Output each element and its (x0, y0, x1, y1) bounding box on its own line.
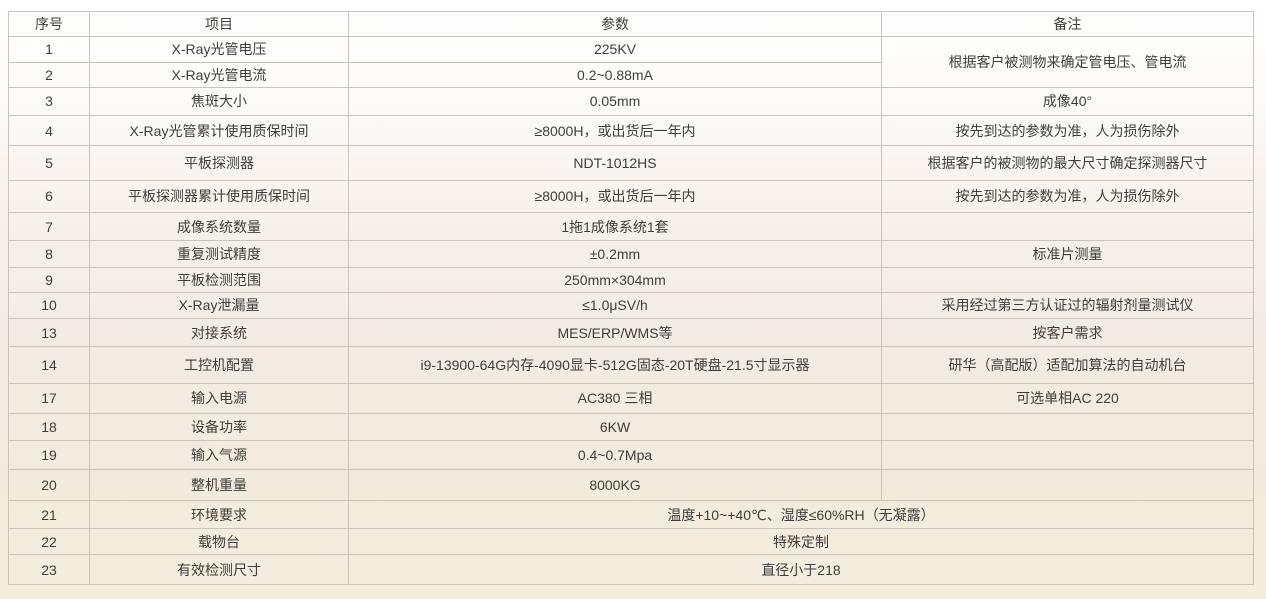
row-param-cell: 1拖1成像系统1套 (348, 212, 882, 242)
row-remark-cell (881, 266, 1254, 293)
row-no-cell: 3 (8, 86, 90, 117)
row-item-cell: X-Ray光管累计使用质保时间 (89, 115, 349, 147)
row-no-cell: 19 (8, 440, 90, 470)
spec-table-container: 序号 项目 参数 备注 1 X-Ray光管电压 225KV 根据客户被测物来确定… (8, 10, 1254, 585)
row-item-cell: 有效检测尺寸 (89, 554, 349, 585)
row-remark-cell: 根据客户被测物来确定管电压、管电流 (881, 36, 1254, 88)
row-param-cell: 8000KG (348, 468, 882, 501)
table-row: 20 整机重量 8000KG (8, 468, 1254, 501)
row-param-full-cell: 特殊定制 (348, 528, 1254, 556)
row-remark-cell: 按先到达的参数为准，人为损伤除外 (881, 115, 1254, 147)
row-no-cell: 2 (8, 61, 90, 88)
row-item-cell: X-Ray泄漏量 (89, 291, 349, 320)
row-param-cell: ±0.2mm (348, 240, 882, 268)
row-remark-cell: 研华（高配版）适配加算法的自动机台 (881, 346, 1254, 384)
row-remark-cell (881, 468, 1254, 501)
row-item-cell: X-Ray光管电压 (89, 36, 349, 63)
row-param-cell: MES/ERP/WMS等 (348, 318, 882, 348)
row-item-cell: 重复测试精度 (89, 240, 349, 268)
table-row: 9 平板检测范围 250mm×304mm (8, 266, 1254, 293)
row-no-cell: 7 (8, 212, 90, 242)
table-row: 4 X-Ray光管累计使用质保时间 ≥8000H，或出货后一年内 按先到达的参数… (8, 115, 1254, 147)
row-item-cell: 输入气源 (89, 440, 349, 470)
row-no-cell: 17 (8, 382, 90, 415)
row-remark-cell: 根据客户的被测物的最大尺寸确定探测器尺寸 (881, 145, 1254, 181)
header-row: 序号 项目 参数 备注 (8, 10, 1254, 38)
table-row: 14 工控机配置 i9-13900-64G内存-4090显卡-512G固态-20… (8, 346, 1254, 384)
table-row: 22 载物台 特殊定制 (8, 528, 1254, 556)
table-row: 1 X-Ray光管电压 225KV 根据客户被测物来确定管电压、管电流 (8, 36, 1254, 88)
table-row: 6 平板探测器累计使用质保时间 ≥8000H，或出货后一年内 按先到达的参数为准… (8, 179, 1254, 214)
row-no-cell: 21 (8, 499, 90, 530)
row-param-cell: AC380 三相 (348, 382, 882, 415)
row-param-cell: NDT-1012HS (348, 145, 882, 181)
row-param-cell: ≥8000H，或出货后一年内 (348, 179, 882, 214)
table-row: 10 X-Ray泄漏量 ≤1.0μSV/h 采用经过第三方认证过的辐射剂量测试仪 (8, 291, 1254, 320)
table-row: 19 输入气源 0.4~0.7Mpa (8, 440, 1254, 470)
row-no-cell: 6 (8, 179, 90, 214)
table-row: 5 平板探测器 NDT-1012HS 根据客户的被测物的最大尺寸确定探测器尺寸 (8, 145, 1254, 181)
spec-table: 序号 项目 参数 备注 1 X-Ray光管电压 225KV 根据客户被测物来确定… (8, 10, 1254, 585)
table-row: 2 X-Ray光管电流 0.2~0.88mA (8, 61, 1254, 88)
row-param-full-cell: 温度+10~+40℃、湿度≤60%RH（无凝露） (348, 499, 1254, 530)
row-param-cell: ≥8000H，或出货后一年内 (348, 115, 882, 147)
row-remark-cell: 可选单相AC 220 (881, 382, 1254, 415)
header-remark: 备注 (881, 10, 1254, 38)
row-param-cell: 250mm×304mm (348, 266, 882, 293)
row-item-cell: 平板探测器累计使用质保时间 (89, 179, 349, 214)
row-param-cell: 0.2~0.88mA (348, 61, 882, 88)
row-item-cell: 焦斑大小 (89, 86, 349, 117)
row-no-cell: 8 (8, 240, 90, 268)
row-item-cell: 平板检测范围 (89, 266, 349, 293)
row-no-cell: 9 (8, 266, 90, 293)
row-no-cell: 14 (8, 346, 90, 384)
row-param-cell: 225KV (348, 36, 882, 63)
row-item-cell: 整机重量 (89, 468, 349, 501)
row-remark-cell (881, 413, 1254, 442)
row-remark-cell: 成像40° (881, 86, 1254, 117)
row-item-cell: 载物台 (89, 528, 349, 556)
table-row: 13 对接系统 MES/ERP/WMS等 按客户需求 (8, 318, 1254, 348)
row-item-cell: 平板探测器 (89, 145, 349, 181)
row-item-cell: 输入电源 (89, 382, 349, 415)
row-no-cell: 22 (8, 528, 90, 556)
row-item-cell: X-Ray光管电流 (89, 61, 349, 88)
row-param-cell: ≤1.0μSV/h (348, 291, 882, 320)
header-no: 序号 (8, 10, 90, 38)
table-row: 18 设备功率 6KW (8, 413, 1254, 442)
table-row: 23 有效检测尺寸 直径小于218 (8, 554, 1254, 585)
row-param-cell: 6KW (348, 413, 882, 442)
row-item-cell: 成像系统数量 (89, 212, 349, 242)
header-item: 项目 (89, 10, 349, 38)
row-param-cell: 0.05mm (348, 86, 882, 117)
header-param: 参数 (348, 10, 882, 38)
row-remark-cell: 采用经过第三方认证过的辐射剂量测试仪 (881, 291, 1254, 320)
row-item-cell: 环境要求 (89, 499, 349, 530)
row-remark-cell (881, 212, 1254, 242)
row-no-cell: 4 (8, 115, 90, 147)
row-remark-cell: 按客户需求 (881, 318, 1254, 348)
row-no-cell: 1 (8, 36, 90, 63)
row-no-cell: 23 (8, 554, 90, 585)
row-no-cell: 18 (8, 413, 90, 442)
row-item-cell: 设备功率 (89, 413, 349, 442)
row-no-cell: 13 (8, 318, 90, 348)
row-no-cell: 20 (8, 468, 90, 501)
row-no-cell: 5 (8, 145, 90, 181)
row-param-cell: 0.4~0.7Mpa (348, 440, 882, 470)
row-item-cell: 工控机配置 (89, 346, 349, 384)
table-row: 7 成像系统数量 1拖1成像系统1套 (8, 212, 1254, 242)
table-row: 3 焦斑大小 0.05mm 成像40° (8, 86, 1254, 117)
row-remark-cell (881, 440, 1254, 470)
row-remark-cell: 按先到达的参数为准，人为损伤除外 (881, 179, 1254, 214)
row-remark-cell: 标准片测量 (881, 240, 1254, 268)
row-item-cell: 对接系统 (89, 318, 349, 348)
row-no-cell: 10 (8, 291, 90, 320)
table-row: 8 重复测试精度 ±0.2mm 标准片测量 (8, 240, 1254, 268)
table-row: 17 输入电源 AC380 三相 可选单相AC 220 (8, 382, 1254, 415)
row-param-full-cell: 直径小于218 (348, 554, 1254, 585)
table-row: 21 环境要求 温度+10~+40℃、湿度≤60%RH（无凝露） (8, 499, 1254, 530)
row-param-cell: i9-13900-64G内存-4090显卡-512G固态-20T硬盘-21.5寸… (348, 346, 882, 384)
